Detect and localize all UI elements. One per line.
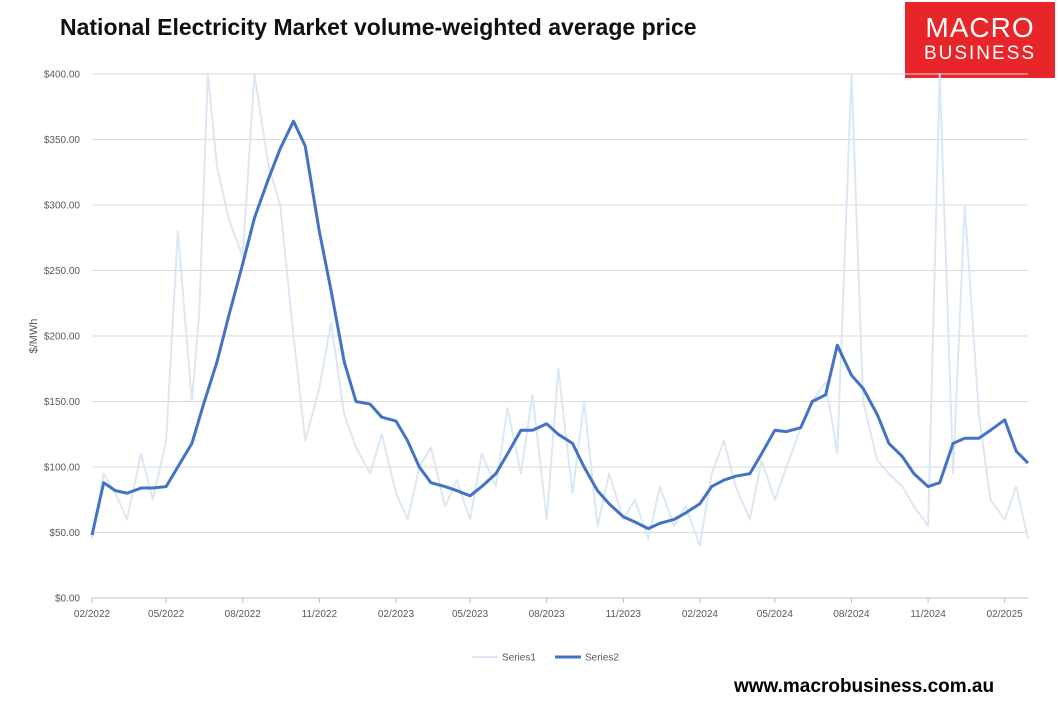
chart-title: National Electricity Market volume-weigh… [60, 14, 697, 40]
x-tick-label: 05/2024 [757, 609, 794, 620]
y-axis-ticks: $0.00 $50.00 $100.00 $150.00 $200.00 $250.00 $… [44, 70, 81, 605]
legend: Series1 Series2 [472, 653, 619, 664]
y-tick-label: $50.00 [49, 528, 80, 539]
series-line-series1 [91, 73, 1029, 547]
x-tick-label: 02/2024 [682, 609, 719, 620]
footer-url: www.macrobusiness.com.au [734, 676, 995, 697]
y-tick-label: $100.00 [44, 463, 81, 474]
x-tick-label: 02/2025 [987, 609, 1024, 620]
series-lines [90, 73, 1030, 547]
x-tick-label: 05/2022 [148, 609, 185, 620]
logo-line-1: MACRO [925, 12, 1035, 43]
macrobusiness-logo: MACRO BUSINESS [905, 2, 1055, 78]
x-tick-label: 08/2024 [833, 609, 870, 620]
y-tick-label: $0.00 [55, 594, 80, 605]
legend-label: Series2 [585, 653, 619, 664]
x-tick-label: 02/2023 [378, 609, 415, 620]
x-tick-label: 11/2023 [606, 609, 642, 620]
x-tick-label: 08/2022 [225, 609, 262, 620]
x-tick-label: 11/2022 [302, 609, 338, 620]
y-tick-label: $300.00 [44, 201, 81, 212]
y-tick-label: $350.00 [44, 135, 81, 146]
logo-line-2: BUSINESS [923, 43, 1037, 64]
y-tick-label: $200.00 [44, 332, 81, 343]
x-axis-ticks: 02/2022 05/2022 08/2022 11/2022 02/2023 05/20… [74, 598, 1023, 620]
x-tick-label: 08/2023 [529, 609, 566, 620]
y-tick-label: $150.00 [44, 397, 81, 408]
legend-label: Series1 [502, 653, 536, 664]
y-axis-title: $/MWh [28, 319, 40, 354]
y-tick-label: $250.00 [44, 266, 81, 277]
x-tick-label: 05/2023 [452, 609, 489, 620]
x-tick-label: 11/2024 [910, 609, 946, 620]
x-tick-label: 02/2022 [74, 609, 111, 620]
y-tick-label: $400.00 [44, 70, 81, 81]
series-line-series2 [90, 119, 1030, 536]
gridlines [92, 73, 1028, 599]
